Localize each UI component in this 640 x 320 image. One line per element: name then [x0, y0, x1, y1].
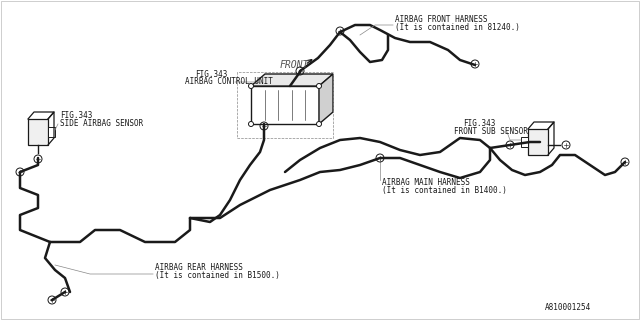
Circle shape: [317, 84, 321, 89]
Text: (It is contained in 81240.): (It is contained in 81240.): [395, 23, 520, 32]
Text: A810001254: A810001254: [545, 303, 591, 312]
Text: AIRBAG REAR HARNESS: AIRBAG REAR HARNESS: [155, 263, 243, 272]
Polygon shape: [319, 74, 333, 124]
Text: AIRBAG CONTROL UNIT: AIRBAG CONTROL UNIT: [185, 77, 273, 86]
Bar: [237, 72, 333, 138]
Text: FRONT: FRONT: [280, 60, 309, 70]
Text: AIRBAG MAIN HARNESS: AIRBAG MAIN HARNESS: [382, 178, 470, 187]
Circle shape: [248, 122, 253, 126]
Text: FRONT SUB SENSOR: FRONT SUB SENSOR: [454, 127, 528, 136]
Circle shape: [317, 122, 321, 126]
Bar: [28, 119, 48, 145]
Text: FIG.343: FIG.343: [463, 119, 495, 128]
Text: SIDE AIRBAG SENSOR: SIDE AIRBAG SENSOR: [60, 119, 143, 128]
Text: (It is contained in B1400.): (It is contained in B1400.): [382, 186, 507, 195]
Bar: [48, 127, 55, 137]
Circle shape: [248, 84, 253, 89]
Text: AIRBAG FRONT HARNESS: AIRBAG FRONT HARNESS: [395, 15, 488, 24]
Text: (It is contained in B1500.): (It is contained in B1500.): [155, 271, 280, 280]
Text: FIG.343: FIG.343: [60, 111, 92, 120]
Polygon shape: [251, 74, 333, 86]
Bar: [528, 129, 548, 155]
Text: FIG.343: FIG.343: [195, 70, 227, 79]
Bar: [521, 137, 528, 147]
